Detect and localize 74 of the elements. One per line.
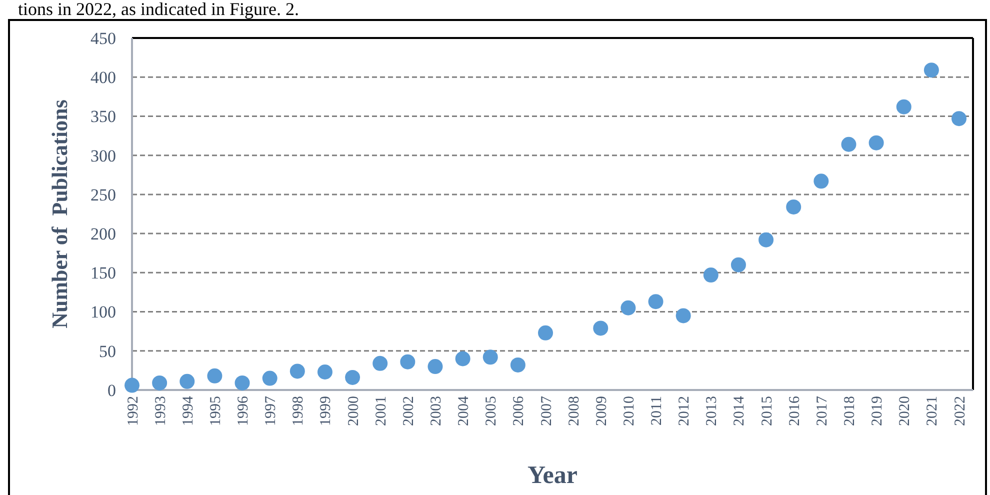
point — [152, 375, 168, 390]
x-tick-label: 2011 — [649, 396, 666, 426]
point — [703, 268, 718, 283]
x-tick-label: 2020 — [897, 396, 914, 426]
point — [814, 174, 829, 189]
point — [730, 257, 746, 272]
y-axis-title: Number of Publications — [47, 99, 72, 328]
x-tick-label: 1999 — [318, 396, 334, 426]
point — [400, 354, 416, 370]
x-tick-label: 2019 — [870, 396, 886, 426]
x-tick-label: 1996 — [236, 396, 252, 426]
point — [648, 294, 664, 310]
point — [234, 375, 250, 390]
point — [290, 364, 305, 379]
x-tick-label: 2012 — [676, 396, 693, 426]
x-tick-label: 2010 — [621, 396, 638, 426]
x-axis-title: Year — [528, 462, 578, 489]
point — [868, 135, 884, 150]
y-tick-label: 400 — [90, 68, 116, 88]
x-tick-label: 2014 — [732, 396, 748, 426]
y-tick-label: 100 — [90, 302, 116, 322]
point — [510, 357, 526, 372]
y-tick-label: 150 — [90, 264, 116, 283]
y-tick-label: 450 — [90, 28, 116, 48]
x-tick-label: 2022 — [952, 396, 968, 426]
point — [786, 199, 802, 214]
point — [455, 351, 470, 366]
x-tick-label: 2001 — [373, 396, 390, 426]
x-tick-label: 2015 — [759, 396, 776, 426]
x-tick-label: 2004 — [456, 396, 472, 426]
x-tick-label: 2005 — [484, 396, 500, 426]
x-tick-label: 2007 — [538, 396, 555, 426]
point — [317, 364, 332, 380]
point — [758, 232, 774, 248]
y-tick-label: 250 — [90, 185, 116, 204]
point — [538, 325, 553, 340]
point — [896, 99, 912, 114]
point — [841, 136, 856, 152]
y-tick-label: 300 — [90, 146, 116, 166]
point — [124, 378, 140, 393]
point — [593, 320, 608, 336]
point — [620, 300, 636, 316]
point — [952, 111, 966, 126]
x-tick-label: 2013 — [704, 396, 720, 426]
x-tick-label: 1993 — [152, 396, 169, 426]
x-tick-label: 2002 — [400, 396, 417, 426]
point — [428, 359, 443, 374]
x-tick-label: 2018 — [842, 396, 858, 426]
x-tick-label: 2017 — [814, 396, 830, 426]
y-tick-label: 0 — [108, 380, 116, 400]
x-tick-label: 2016 — [786, 396, 803, 426]
point — [482, 350, 498, 365]
y-tick-label: 200 — [90, 224, 116, 244]
point — [676, 308, 691, 324]
x-tick-label: 2006 — [511, 396, 528, 426]
x-tick-label: 2009 — [594, 396, 610, 426]
point — [180, 374, 195, 389]
y-tick-label: 50 — [99, 342, 116, 361]
point — [345, 370, 360, 385]
x-tick-label: 2003 — [428, 396, 444, 426]
x-tick-label: 2021 — [924, 396, 941, 426]
x-tick-label: 2000 — [346, 396, 362, 426]
x-tick-label: 1997 — [263, 396, 280, 426]
x-tick-label: 1995 — [208, 396, 224, 426]
x-tick-label: 2008 — [566, 396, 582, 426]
point — [924, 62, 939, 78]
x-tick-label: 1998 — [290, 396, 307, 426]
y-tick-label: 350 — [90, 107, 116, 126]
point — [372, 356, 388, 371]
text: tions in 2022, as indicated in Figure. 2. — [18, 0, 299, 19]
x-tick-label: 1992 — [125, 396, 142, 426]
point — [207, 368, 222, 384]
point — [262, 370, 278, 386]
x-tick-label: 1994 — [180, 396, 196, 426]
